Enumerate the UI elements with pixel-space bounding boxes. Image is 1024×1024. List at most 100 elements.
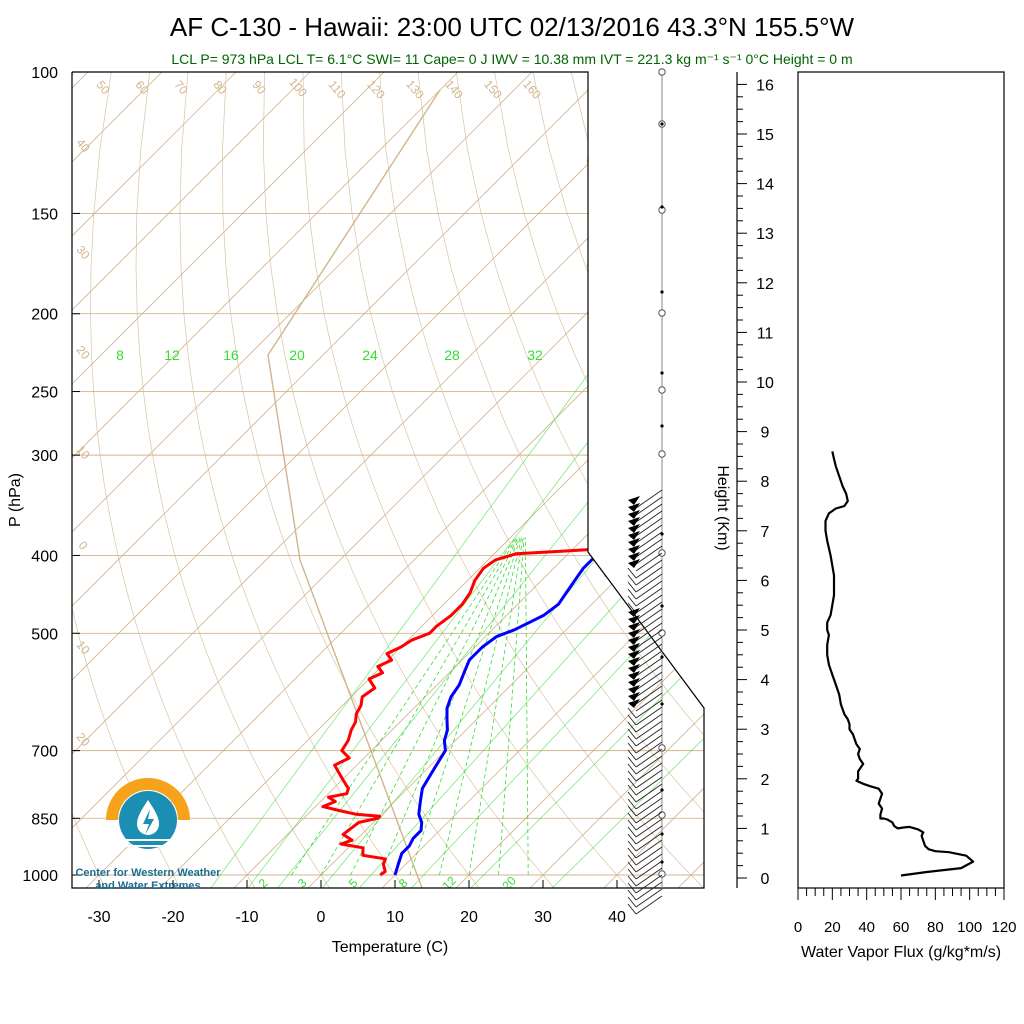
wind-barb-flag: [628, 643, 640, 652]
isotherm-label: 30: [73, 243, 93, 262]
temperature-tick-label: 0: [317, 909, 326, 926]
skewt-background-lines: 50 60 70 80 90 100 110 120 130 140 150 160403020100…: [72, 72, 704, 893]
wind-barb-feather: [627, 756, 637, 768]
isotherm-label: 160: [520, 77, 544, 102]
mixing-ratio-line: [466, 362, 704, 888]
isotherm-line: [72, 72, 459, 888]
wind-barb: [635, 608, 663, 628]
lightning-icon: [143, 809, 154, 835]
isotherm-line: [155, 72, 704, 888]
wind-barb-flag: [628, 531, 640, 540]
wind-barb: [635, 797, 663, 817]
wind-barb-flag: [628, 615, 640, 624]
logo-text-line1: Center for Western Weather: [75, 867, 221, 879]
wind-barb: [635, 643, 663, 663]
wind-barb: [635, 657, 663, 677]
wind-barb: [635, 636, 663, 656]
height-tick-label: 2: [761, 772, 770, 789]
wind-barb: [635, 692, 663, 712]
temperature-profile-line: [321, 497, 632, 877]
isotherm-label: 70: [171, 78, 191, 97]
mixing-ratio-label: 20: [499, 873, 519, 893]
wind-barb-flag: [628, 552, 640, 561]
dry-adiabat-line: [262, 72, 558, 888]
isotherm-label: 20: [635, 603, 663, 631]
chart-title: AF C-130 - Hawaii: 23:00 UTC 02/13/2016 …: [170, 12, 855, 42]
wind-barb-flag: [628, 496, 640, 505]
isotherm-label: 140: [442, 77, 466, 102]
isotherm-label: 150: [481, 77, 505, 102]
wind-barb-flag: [628, 559, 640, 568]
wind-barb-feather: [627, 728, 637, 740]
dry-adiabat-line: [90, 72, 258, 888]
dry-adiabat-line: [340, 72, 704, 888]
wind-level-dot: [660, 371, 664, 375]
mixing-ratio-line: [207, 362, 598, 888]
mixing-ratio-line: [355, 362, 704, 888]
wind-barb-flag: [628, 650, 640, 659]
wind-barb-feather: [627, 805, 637, 817]
wind-barb-feather: [627, 735, 637, 747]
wind-barb-feather: [627, 819, 637, 831]
calm-wind-marker: [658, 309, 666, 317]
wind-level-dot: [660, 122, 664, 126]
wind-barb: [635, 734, 663, 754]
wind-barb: [635, 566, 663, 586]
pressure-axis-label: P (hPa): [7, 473, 24, 527]
wind-barb-flag: [628, 524, 640, 533]
wind-level-dot: [660, 532, 664, 536]
wind-barb: [635, 804, 663, 824]
wind-barb-feather: [627, 574, 637, 586]
mixing-ratio-label: 32: [527, 347, 543, 363]
pressure-tick-label: 850: [31, 811, 58, 828]
calm-wind-marker: [658, 386, 666, 394]
wind-barb-feather: [627, 889, 637, 901]
height-tick-label: 7: [761, 524, 770, 541]
wind-barb: [635, 839, 663, 859]
height-tick-label: 1: [761, 821, 770, 838]
height-tick-label: 6: [761, 573, 770, 590]
wind-barb: [635, 867, 663, 887]
isotherm-line: [81, 72, 704, 888]
wind-barb: [635, 678, 663, 698]
wind-barb-feather: [627, 742, 637, 754]
wind-barb-feather: [627, 581, 637, 593]
wind-barb-flag: [628, 503, 640, 512]
isotherm-label: 20: [583, 251, 611, 279]
wind-barb-feather: [627, 882, 637, 894]
isotherm-label: 40: [73, 136, 93, 155]
wind-barb: [635, 503, 663, 523]
wind-barb: [635, 629, 663, 649]
skewt-profiles: [321, 497, 643, 877]
wind-level-dot: [660, 604, 664, 608]
isotherm-line: [72, 72, 533, 888]
wind-barb-feather: [627, 707, 637, 719]
wind-barb-flag: [628, 657, 640, 666]
wind-barb-feather: [627, 854, 637, 866]
moist-adiabat-line: [409, 537, 521, 876]
wind-barb: [635, 727, 663, 747]
wind-barb-column: [627, 68, 666, 915]
wind-barb: [635, 741, 663, 761]
wind-barb: [635, 713, 663, 733]
wind-barb: [635, 762, 663, 782]
dry-adiabat-line: [72, 72, 108, 888]
isotherm-label: 10: [73, 638, 93, 657]
wind-barb: [635, 510, 663, 530]
isotherm-label: 110: [326, 78, 349, 102]
wind-barb: [635, 790, 663, 810]
wind-barb-feather: [627, 595, 637, 607]
wind-barb: [635, 699, 663, 719]
wind-barb-feather: [627, 763, 637, 775]
isotherm-label: 100: [286, 75, 310, 100]
wind-barb-feather: [627, 749, 637, 761]
temperature-tick-label: 20: [460, 909, 478, 926]
wind-barb: [635, 650, 663, 670]
wind-level-dot: [660, 702, 664, 706]
wind-barb: [635, 573, 663, 593]
pressure-tick-label: 100: [31, 65, 58, 82]
wind-barb: [635, 874, 663, 894]
wind-barb-feather: [627, 847, 637, 859]
wind-barb: [635, 601, 663, 621]
